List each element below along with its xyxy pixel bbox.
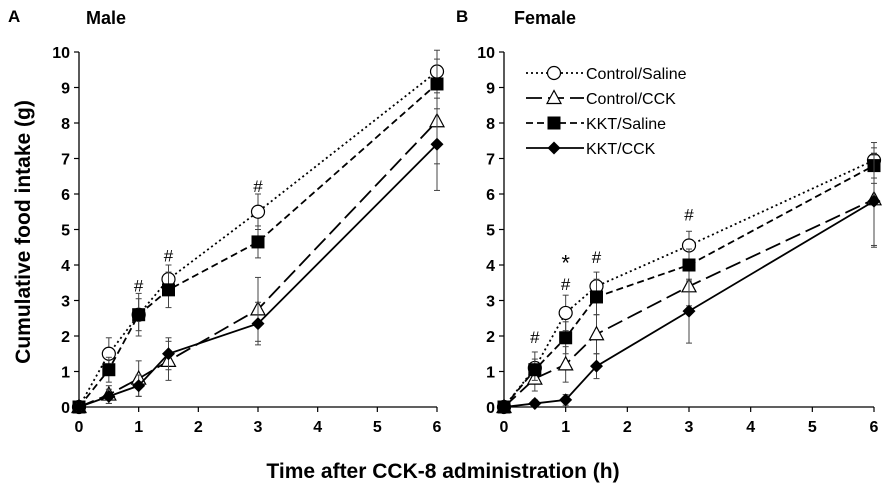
data-point-kkt-saline: [528, 363, 542, 377]
series-line-control-saline: [78, 70, 438, 408]
data-point-kkt-cck: [430, 137, 444, 151]
panel-letter-a: A: [8, 7, 20, 26]
x-tick-label: 4: [746, 419, 755, 436]
hash-annotation: #: [134, 277, 144, 296]
data-point-kkt-cck: [590, 359, 603, 373]
hash-annotation: #: [253, 177, 263, 196]
y-tick-label: 9: [61, 81, 70, 98]
series-kkt-saline: [72, 58, 444, 414]
y-tick-label: 8: [486, 116, 495, 133]
x-tick-label: 6: [870, 419, 879, 436]
y-tick-label: 3: [61, 294, 70, 311]
data-point-kkt-saline: [132, 308, 146, 322]
legend-label-kkt-cck: KKT/CCK: [586, 141, 656, 158]
legend-label-control-cck: Control/CCK: [586, 91, 676, 108]
x-tick-label: 0: [500, 419, 509, 436]
y-tick-label: 0: [486, 400, 495, 417]
y-tick-label: 5: [486, 223, 495, 240]
x-tick-label: 2: [194, 419, 203, 436]
legend-marker-control-cck: [545, 89, 563, 105]
x-tick-label: 1: [134, 419, 143, 436]
x-tick-label: 5: [808, 419, 817, 436]
y-tick-label: 2: [61, 329, 70, 346]
series-kkt-cck: [72, 97, 444, 414]
data-point-control-cck: [588, 325, 605, 341]
hash-annotation: #: [164, 246, 174, 265]
x-tick-label: 2: [623, 419, 632, 436]
hash-annotation: #: [592, 248, 602, 267]
data-point-kkt-saline: [162, 283, 175, 297]
data-point-kkt-cck: [528, 396, 542, 410]
data-point-kkt-cck: [132, 379, 146, 393]
legend-marker-kkt-cck: [547, 141, 561, 155]
y-tick-label: 3: [486, 294, 495, 311]
panel-title-male: Male: [86, 8, 126, 28]
data-point-kkt-cck: [72, 400, 86, 414]
legend-marker-kkt-saline: [547, 116, 561, 130]
panel-male: A Male 0 1 2 3 4 5 6 7 8 9 10 0 1 2 3 4 5 6 # # #: [8, 7, 446, 436]
x-tick-label: 3: [685, 419, 694, 436]
data-point-control-saline: [250, 204, 266, 219]
y-tick-label: 7: [486, 152, 495, 169]
series-line-kkt-cck: [78, 143, 438, 408]
data-point-kkt-cck: [497, 400, 511, 414]
x-axis-title: Time after CCK-8 administration (h): [266, 460, 619, 483]
y-tick-label: 0: [61, 400, 70, 417]
panel-letter-b: B: [456, 7, 468, 26]
asterisk-annotation: *: [561, 250, 570, 275]
legend: Control/Saline Control/CCK KKT/Saline KKT/C…: [526, 65, 687, 158]
y-axis-title: Cumulative food intake (g): [12, 100, 35, 364]
series-line-control-cck: [78, 120, 438, 408]
x-tick-label: 0: [75, 419, 84, 436]
x-tick-label: 3: [254, 419, 263, 436]
hash-annotation: #: [561, 275, 571, 294]
data-point-kkt-cck: [867, 194, 881, 208]
y-tick-label: 6: [486, 187, 495, 204]
x-tick-label: 5: [373, 419, 382, 436]
y-tick-label: 2: [486, 329, 495, 346]
y-tick-label: 10: [477, 45, 495, 62]
legend-label-control-saline: Control/Saline: [586, 66, 687, 83]
y-tick-label: 5: [61, 223, 70, 240]
y-tick-label: 8: [61, 116, 70, 133]
series-line-kkt-saline: [503, 164, 875, 408]
hash-annotation: #: [684, 206, 694, 225]
y-tick-label: 7: [61, 152, 70, 169]
data-point-kkt-saline: [102, 363, 116, 377]
data-point-kkt-cck: [682, 304, 696, 318]
data-point-kkt-cck: [251, 317, 265, 331]
y-tick-label: 9: [486, 81, 495, 98]
series-kkt-cck: [497, 154, 881, 414]
y-tick-label: 6: [61, 187, 70, 204]
data-point-kkt-saline: [590, 290, 603, 304]
data-point-control-saline: [558, 305, 573, 321]
legend-label-kkt-saline: KKT/Saline: [586, 116, 666, 133]
y-tick-label: 4: [61, 258, 70, 275]
y-tick-label: 10: [52, 45, 70, 62]
data-point-kkt-saline: [430, 77, 444, 91]
y-tick-label: 1: [61, 365, 70, 382]
data-point-kkt-saline: [682, 258, 696, 272]
x-tick-label: 4: [313, 419, 322, 436]
panel-title-female: Female: [514, 8, 576, 28]
legend-marker-control-saline: [546, 65, 562, 81]
hash-annotation: #: [530, 328, 540, 347]
data-point-kkt-saline: [251, 235, 265, 249]
x-tick-label: 6: [433, 419, 442, 436]
data-point-kkt-cck: [559, 393, 573, 407]
data-point-control-cck: [557, 355, 574, 371]
x-tick-label: 1: [561, 419, 570, 436]
data-point-kkt-saline: [559, 331, 573, 345]
data-point-kkt-cck: [162, 347, 175, 361]
y-tick-label: 4: [486, 258, 495, 275]
data-point-kkt-cck: [102, 389, 116, 403]
y-tick-label: 1: [486, 365, 495, 382]
